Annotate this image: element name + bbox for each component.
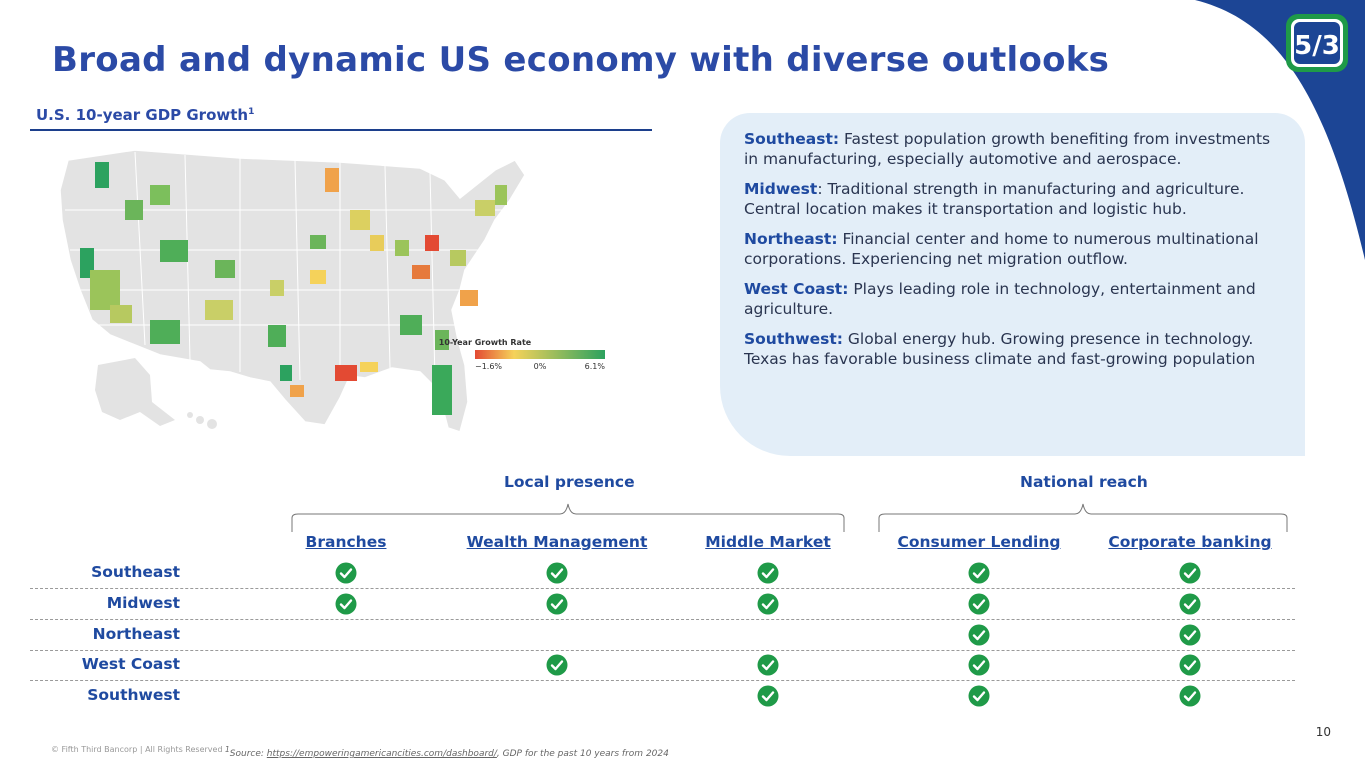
check-icon [546,562,568,584]
region-northeast-desc: Northeast: Financial center and home to … [744,230,1259,268]
check-icon [968,624,990,646]
check-icon [1179,624,1201,646]
check-icon [546,654,568,676]
alaska-shape [95,358,175,426]
regions-panel: Southeast: Fastest population growth ben… [720,113,1305,456]
check-icon [968,562,990,584]
page-number: 10 [1315,725,1331,739]
column-header-corporate-banking: Corporate banking [1108,533,1272,551]
local-presence-bracket [291,503,845,532]
column-header-consumer-lending: Consumer Lending [897,533,1061,551]
row-divider [30,680,1295,681]
row-divider [30,588,1295,589]
check-icon [546,593,568,615]
fifth-third-logo: 5/3 [1286,14,1348,72]
group-local-presence: Local presence [504,473,635,491]
row-label-midwest: Midwest [106,594,180,612]
check-icon [335,562,357,584]
svg-text:0%: 0% [534,362,547,371]
copyright-notice: © Fifth Third Bancorp | All Rights Reser… [51,745,223,754]
map-legend: 10-Year Growth Rate −1.6% 0% 6.1% [439,338,606,371]
svg-text:10-Year Growth Rate: 10-Year Growth Rate [439,338,532,347]
row-label-southwest: Southwest [87,686,180,704]
check-icon [757,562,779,584]
column-header-branches: Branches [305,533,387,551]
region-west-coast-desc: West Coast: Plays leading role in techno… [744,280,1256,318]
map-subtitle: U.S. 10-year GDP Growth1 [36,106,255,124]
column-header-middle-market: Middle Market [705,533,831,551]
subtitle-divider [30,129,652,131]
check-icon [757,593,779,615]
row-divider [30,619,1295,620]
svg-text:5/3: 5/3 [1294,31,1340,61]
check-icon [968,685,990,707]
check-icon [968,654,990,676]
row-divider [30,650,1295,651]
check-icon [335,593,357,615]
check-icon [1179,593,1201,615]
contiguous-us-shape [59,149,526,433]
region-southeast-desc: Southeast: Fastest population growth ben… [744,130,1271,168]
check-icon [1179,654,1201,676]
check-icon [1179,562,1201,584]
row-label-west-coast: West Coast [81,655,180,673]
group-national-reach: National reach [1020,473,1148,491]
national-reach-bracket [878,503,1288,532]
check-icon [757,685,779,707]
region-midwest-desc: Midwest: Traditional strength in manufac… [744,180,1245,218]
check-icon [968,593,990,615]
region-southwest-desc: Southwest: Global energy hub. Growing pr… [744,330,1256,368]
row-label-southeast: Southeast [91,563,180,581]
svg-text:6.1%: 6.1% [585,362,606,371]
row-label-northeast: Northeast [92,625,180,643]
us-gdp-growth-map: 10-Year Growth Rate −1.6% 0% 6.1% [59,149,606,433]
check-icon [757,654,779,676]
source-footnote: 1Source: https://empoweringamericancitie… [225,745,669,759]
svg-text:−1.6%: −1.6% [475,362,502,371]
page-title: Broad and dynamic US economy with divers… [52,40,1110,80]
check-icon [1179,685,1201,707]
column-header-wealth-management: Wealth Management [466,533,648,551]
source-link[interactable]: https://empoweringamericancities.com/das… [266,749,497,759]
